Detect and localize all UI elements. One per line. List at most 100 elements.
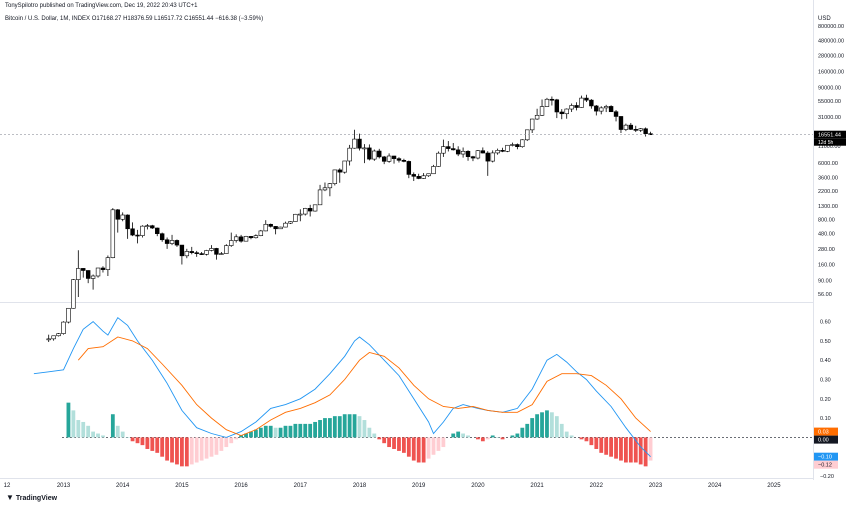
time-tick-label: 2015 [175,483,189,489]
histogram-bar [229,437,234,444]
histogram-bar [110,414,115,438]
histogram-bar [263,425,268,438]
histogram-bar [347,414,352,438]
histogram-bar [283,425,288,438]
osc-tick-label: 0.20 [820,397,831,403]
histogram-bar [342,414,347,438]
histogram-bar [382,437,387,444]
candle-up [362,147,367,150]
time-tick-label: 2016 [234,483,248,489]
candle-up [105,257,111,270]
histogram-bar [66,402,71,438]
histogram-bar [525,423,530,438]
histogram-bar [303,423,308,438]
tradingview-brand[interactable]: ▼ TradingView [6,493,57,502]
histogram-bar [579,437,584,440]
candle-down [613,111,619,117]
histogram-bar [456,431,461,438]
candle-up [436,152,441,167]
histogram-bar [589,437,594,446]
time-tick-label: 2019 [412,483,426,489]
candle-down [608,106,614,113]
candle-down [451,148,456,151]
histogram-bar [500,437,505,440]
histogram-bar [584,437,589,442]
histogram-bar [387,437,391,448]
candle-down [377,150,382,158]
candle-down [411,174,416,177]
histogram-bar [323,418,327,438]
candle-down [367,147,372,160]
candle-up [229,240,234,246]
ohlc-values: O17168.27 H18376.59 L16517.72 C16551.44 … [91,16,264,22]
price-tick-label: 11000.00 [818,144,841,150]
histogram-bar [81,421,86,438]
histogram-bar [115,425,120,438]
candle-down [465,150,471,157]
price-tick-label: 3600.00 [818,175,838,181]
time-tick-label: 12 [4,483,11,489]
candle-up [332,169,338,184]
candle-down [159,233,165,241]
price-tick-label: 480000.00 [818,39,844,45]
osc-value-badge [814,427,838,436]
histogram-bar [258,427,263,438]
candle-down [357,138,362,149]
histogram-bar [476,437,480,440]
candle-down [396,158,402,161]
candle-up [169,240,175,244]
candle-down [238,236,244,242]
candle-up [342,160,347,173]
histogram-bar [308,423,313,438]
histogram-bar [96,433,100,438]
time-tick-label: 2023 [649,483,663,489]
histogram-bar [224,437,229,448]
time-tick-label: 2020 [471,483,485,489]
candle-up [66,307,71,323]
histogram-bar [495,437,500,438]
candle-down [406,161,412,175]
histogram-bar [377,437,382,440]
candle-up [490,152,495,162]
signal-line [77,336,651,436]
candle-up [534,114,540,120]
candle-up [224,245,229,254]
histogram-bar [490,435,495,438]
candle-down [307,208,313,212]
histogram-bar [120,431,125,438]
candle-up [322,187,328,191]
candle-up [145,225,150,227]
histogram-bar [628,437,633,463]
candle-down [633,129,638,131]
candle-down [130,228,135,236]
candle-down [248,236,254,239]
candle-down [648,133,653,136]
candle-up [71,279,76,309]
candle-up [303,208,308,215]
candle-up [56,333,61,337]
candle-down [194,252,199,254]
candle-down [85,270,91,279]
price-tick-label: 6000.00 [818,161,838,167]
candle-up [352,138,357,149]
candle-down [273,226,278,230]
candle-up [441,146,446,154]
candle-up [46,338,51,341]
histogram-bar [515,433,520,438]
candle-up [298,213,303,216]
histogram-bar [76,420,81,438]
candle-up [233,236,239,241]
histogram-bar [194,437,199,463]
symbol-label[interactable]: Bitcoin / U.S. Dollar, 1M, INDEX [5,16,91,22]
candle-up [564,108,569,115]
candle-up [421,175,426,179]
price-tick-label: 800000.00 [818,24,844,30]
histogram-bar [239,435,243,438]
candle-down [618,116,624,130]
histogram-bar [550,412,554,438]
candle-down [189,251,194,253]
histogram-bar [485,437,490,440]
candle-down [515,144,520,148]
candle-down [559,111,564,115]
